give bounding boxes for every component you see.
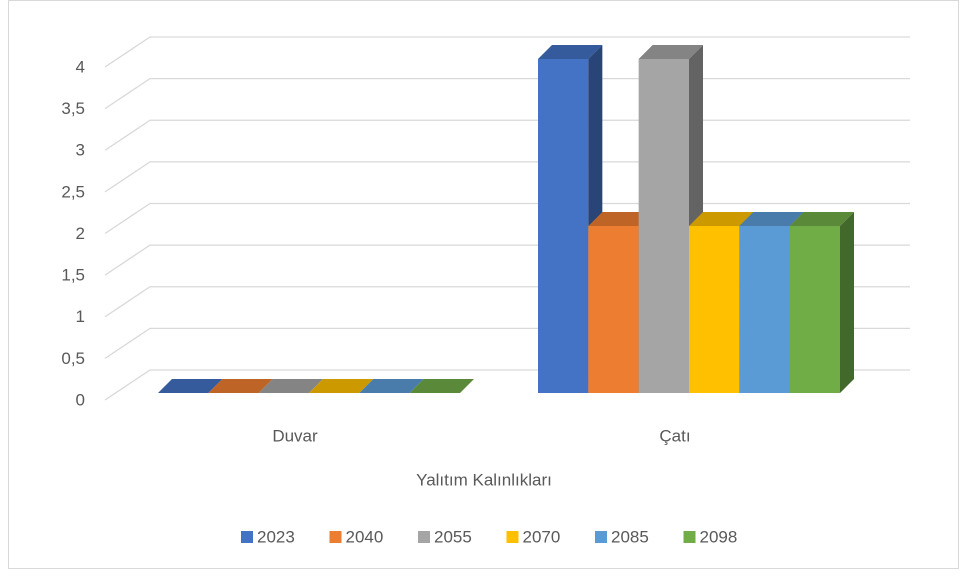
legend-swatch xyxy=(683,531,696,543)
x-axis-title: Yalıtım Kalınlıkları xyxy=(416,470,552,489)
y-tick-label: 2,5 xyxy=(61,182,85,201)
legend-label: 2070 xyxy=(523,527,561,546)
legend-swatch xyxy=(241,531,253,543)
bar-top xyxy=(409,379,474,393)
legend-label: 2098 xyxy=(700,527,738,546)
grid-line xyxy=(104,36,910,68)
bar xyxy=(689,226,740,393)
y-tick-label: 1 xyxy=(76,307,85,326)
bar xyxy=(588,226,639,393)
bar-top xyxy=(158,379,223,393)
bar-top xyxy=(588,212,653,226)
bar-top xyxy=(689,212,754,226)
legend-label: 2040 xyxy=(346,527,384,546)
y-tick-label: 1,5 xyxy=(61,266,85,285)
bar-top xyxy=(638,45,703,59)
x-tick-label: Çatı xyxy=(659,426,690,445)
legend-swatch xyxy=(595,531,607,543)
bar xyxy=(739,226,790,393)
y-tick-label: 4 xyxy=(76,57,85,76)
bar xyxy=(538,59,589,393)
y-tick-label: 0 xyxy=(76,390,85,409)
legend-label: 2055 xyxy=(434,527,472,546)
bar xyxy=(638,59,689,393)
bar-top xyxy=(208,379,273,393)
legend-swatch xyxy=(506,531,519,543)
y-tick-label: 2 xyxy=(76,224,85,243)
bar-side xyxy=(840,212,854,393)
legend-label: 2023 xyxy=(257,527,295,546)
x-tick-label: Duvar xyxy=(272,426,318,445)
bar-top xyxy=(258,379,323,393)
legend-swatch xyxy=(418,531,430,543)
y-tick-label: 3 xyxy=(76,141,85,160)
y-tick-label: 3,5 xyxy=(61,99,85,118)
bar-top xyxy=(359,379,424,393)
legend-swatch xyxy=(329,531,342,543)
bar-top xyxy=(739,212,804,226)
bar xyxy=(789,226,840,393)
bar-top xyxy=(789,212,854,226)
bar-top xyxy=(309,379,374,393)
legend-label: 2085 xyxy=(611,527,649,546)
y-tick-label: 0,5 xyxy=(61,349,85,368)
bar-top xyxy=(538,45,603,59)
